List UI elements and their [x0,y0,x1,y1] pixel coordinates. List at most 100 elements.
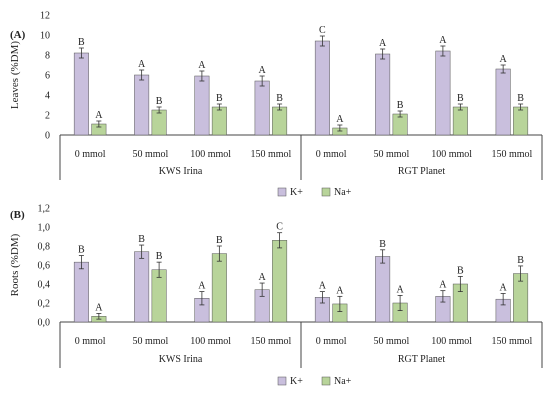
y-tick-label: 12 [40,11,50,22]
x-tick-label: 150 mmol [250,149,291,160]
bar-k [375,256,391,323]
significance-letter: A [439,35,447,46]
significance-letter: A [259,65,267,76]
significance-letter: A [439,280,447,291]
bar-k [134,74,150,136]
x-tick-label: 50 mmol [132,336,168,347]
y-tick-label: 0,2 [38,299,51,310]
bar-k [435,50,451,136]
y-tick-label: 0,8 [38,242,51,253]
y-tick-label: 8 [45,51,50,62]
x-tick-label: 100 mmol [431,336,472,347]
significance-letter: B [517,93,524,104]
bar-k [254,80,270,136]
significance-letter: C [276,222,283,233]
bar-na [211,106,227,136]
significance-letter: B [156,251,163,262]
bar-na [272,240,288,323]
bar-k [73,261,89,323]
panel-b-chart: (B) Roots (%DM) 0,0 0,2 0,4 0,6 0,8 1,0 1,2 0 mmo… [9,204,543,387]
significance-letter: B [156,96,163,107]
significance-letter: B [138,234,145,245]
x-tick-label: 150 mmol [491,336,532,347]
significance-letter: A [198,281,206,292]
legend: K+ Na+ [277,376,352,387]
x-tick-label: 150 mmol [250,336,291,347]
significance-letter: B [379,239,386,250]
legend-swatch-k [277,376,287,386]
legend-label: Na+ [334,376,352,387]
y-tick-label: 1,2 [38,204,51,215]
bar-na [211,253,227,323]
significance-letter: A [138,59,146,70]
significance-letter: B [457,265,464,276]
y-tick-label: 0,0 [38,318,51,329]
x-tick-label: 0 mmol [316,336,347,347]
legend-swatch-k [277,187,287,197]
significance-letter: A [198,60,206,71]
legend-swatch-na [321,187,331,197]
legend-label: K+ [290,187,303,198]
significance-letter: A [500,54,508,65]
significance-letter: B [397,100,404,111]
significance-letter: A [95,302,103,313]
significance-letter: A [500,283,508,294]
significance-letter: A [319,281,327,292]
group-label: KWS Irina [159,166,203,177]
significance-letter: A [336,285,344,296]
significance-letter: A [379,38,387,49]
significance-letter: B [276,93,283,104]
x-tick-label: 0 mmol [75,336,106,347]
group-label: RGT Planet [398,166,446,177]
bar-k [194,75,210,136]
y-tick-label: 0 [45,131,50,142]
legend-label: K+ [290,376,303,387]
bar-na [151,109,167,136]
y-tick-label: 0,4 [38,280,51,291]
y-tick-label: 10 [40,31,50,42]
significance-letter: B [457,93,464,104]
x-tick-label: 100 mmol [190,149,231,160]
significance-letter: B [517,255,524,266]
y-tick-label: 6 [45,71,50,82]
y-tick-label: 1,0 [38,223,51,234]
bar-k [73,52,89,136]
significance-letter: A [396,284,404,295]
group-label: KWS Irina [159,354,203,365]
significance-letter: A [336,114,344,125]
bar-na [513,106,529,136]
legend-label: Na+ [334,187,352,198]
x-tick-label: 100 mmol [431,149,472,160]
panel-label: (B) [10,209,25,221]
significance-letter: C [319,25,326,36]
bar-k [375,53,391,136]
significance-letter: B [78,37,85,48]
significance-letter: B [216,93,223,104]
x-tick-label: 0 mmol [316,149,347,160]
x-tick-label: 50 mmol [132,149,168,160]
y-axis-label: Leaves (%DM) [9,41,21,109]
panel-a-chart: (A)Leaves (%DM) 0 2 4 6 8 10 12 0 mmol 50 mmol 100… [9,11,543,198]
bar-na [452,106,468,136]
x-tick-label: 150 mmol [491,149,532,160]
y-tick-label: 2 [45,111,50,122]
y-tick-label: 0,6 [38,261,51,272]
bar-na [272,106,288,136]
significance-letter: B [216,235,223,246]
x-tick-label: 50 mmol [373,336,409,347]
legend-swatch-na [321,376,331,386]
significance-letter: A [95,110,103,121]
bar-k [495,68,511,136]
y-axis-label: Roots (%DM) [9,233,21,296]
x-tick-label: 0 mmol [75,149,106,160]
bar-k [314,40,330,136]
bar-k [134,251,150,323]
panel-label: (A) [10,29,26,41]
legend: K+ Na+ [277,187,352,198]
significance-letter: B [78,245,85,256]
x-tick-label: 50 mmol [373,149,409,160]
x-tick-label: 100 mmol [190,336,231,347]
group-label: RGT Planet [398,354,446,365]
y-tick-label: 4 [45,91,50,102]
